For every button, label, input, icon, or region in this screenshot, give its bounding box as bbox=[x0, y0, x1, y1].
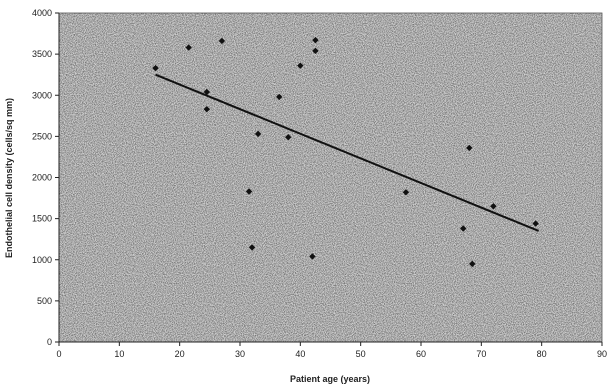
y-tick-label: 3000 bbox=[32, 90, 52, 100]
data-point bbox=[309, 253, 316, 260]
x-tick-label: 40 bbox=[295, 349, 305, 359]
data-point bbox=[203, 106, 211, 113]
plot-area bbox=[58, 12, 603, 343]
data-point bbox=[402, 189, 410, 196]
x-tick-label: 60 bbox=[416, 349, 426, 359]
plot-stipple bbox=[59, 13, 602, 342]
y-tick-label: 2500 bbox=[32, 131, 52, 141]
data-point bbox=[285, 133, 292, 141]
x-axis-ticks: 0 10 20 30 40 50 60 70 80 90 bbox=[56, 342, 607, 359]
data-point bbox=[466, 144, 473, 152]
y-axis-title: Endothelial cell density (cells/sq mm) bbox=[4, 98, 14, 258]
y-tick-label: 1500 bbox=[32, 214, 52, 224]
y-tick-label: 0 bbox=[47, 337, 52, 347]
data-point bbox=[203, 88, 211, 96]
data-point bbox=[312, 47, 319, 55]
x-tick-label: 50 bbox=[356, 349, 366, 359]
y-tick-label: 1000 bbox=[32, 255, 52, 265]
x-tick-label: 20 bbox=[175, 349, 185, 359]
data-point bbox=[185, 44, 192, 51]
data-point bbox=[312, 36, 319, 44]
data-point bbox=[276, 93, 283, 101]
data-point bbox=[218, 37, 226, 45]
data-point bbox=[460, 225, 467, 232]
x-tick-label: 80 bbox=[537, 349, 547, 359]
data-point bbox=[254, 130, 262, 138]
data-point bbox=[248, 244, 256, 251]
x-tick-label: 70 bbox=[476, 349, 486, 359]
x-axis-title: Patient age (years) bbox=[290, 374, 370, 384]
x-tick-label: 0 bbox=[56, 349, 61, 359]
y-tick-label: 2000 bbox=[32, 173, 52, 183]
y-tick-label: 4000 bbox=[32, 8, 52, 18]
data-point bbox=[297, 62, 304, 69]
data-point bbox=[469, 260, 476, 268]
y-tick-label: 3500 bbox=[32, 49, 52, 59]
trendline-layer bbox=[155, 73, 540, 232]
trendline bbox=[155, 73, 540, 232]
data-point bbox=[152, 64, 159, 72]
y-axis-ticks: 0 500 1000 1500 2000 2500 3000 3500 4000 bbox=[32, 8, 59, 347]
data-point bbox=[490, 203, 497, 210]
x-tick-label: 90 bbox=[597, 349, 607, 359]
y-tick-label: 500 bbox=[37, 296, 52, 306]
x-tick-label: 30 bbox=[235, 349, 245, 359]
x-tick-label: 10 bbox=[114, 349, 124, 359]
data-point bbox=[245, 188, 253, 195]
data-point bbox=[532, 220, 539, 227]
data-points-layer bbox=[152, 36, 539, 268]
